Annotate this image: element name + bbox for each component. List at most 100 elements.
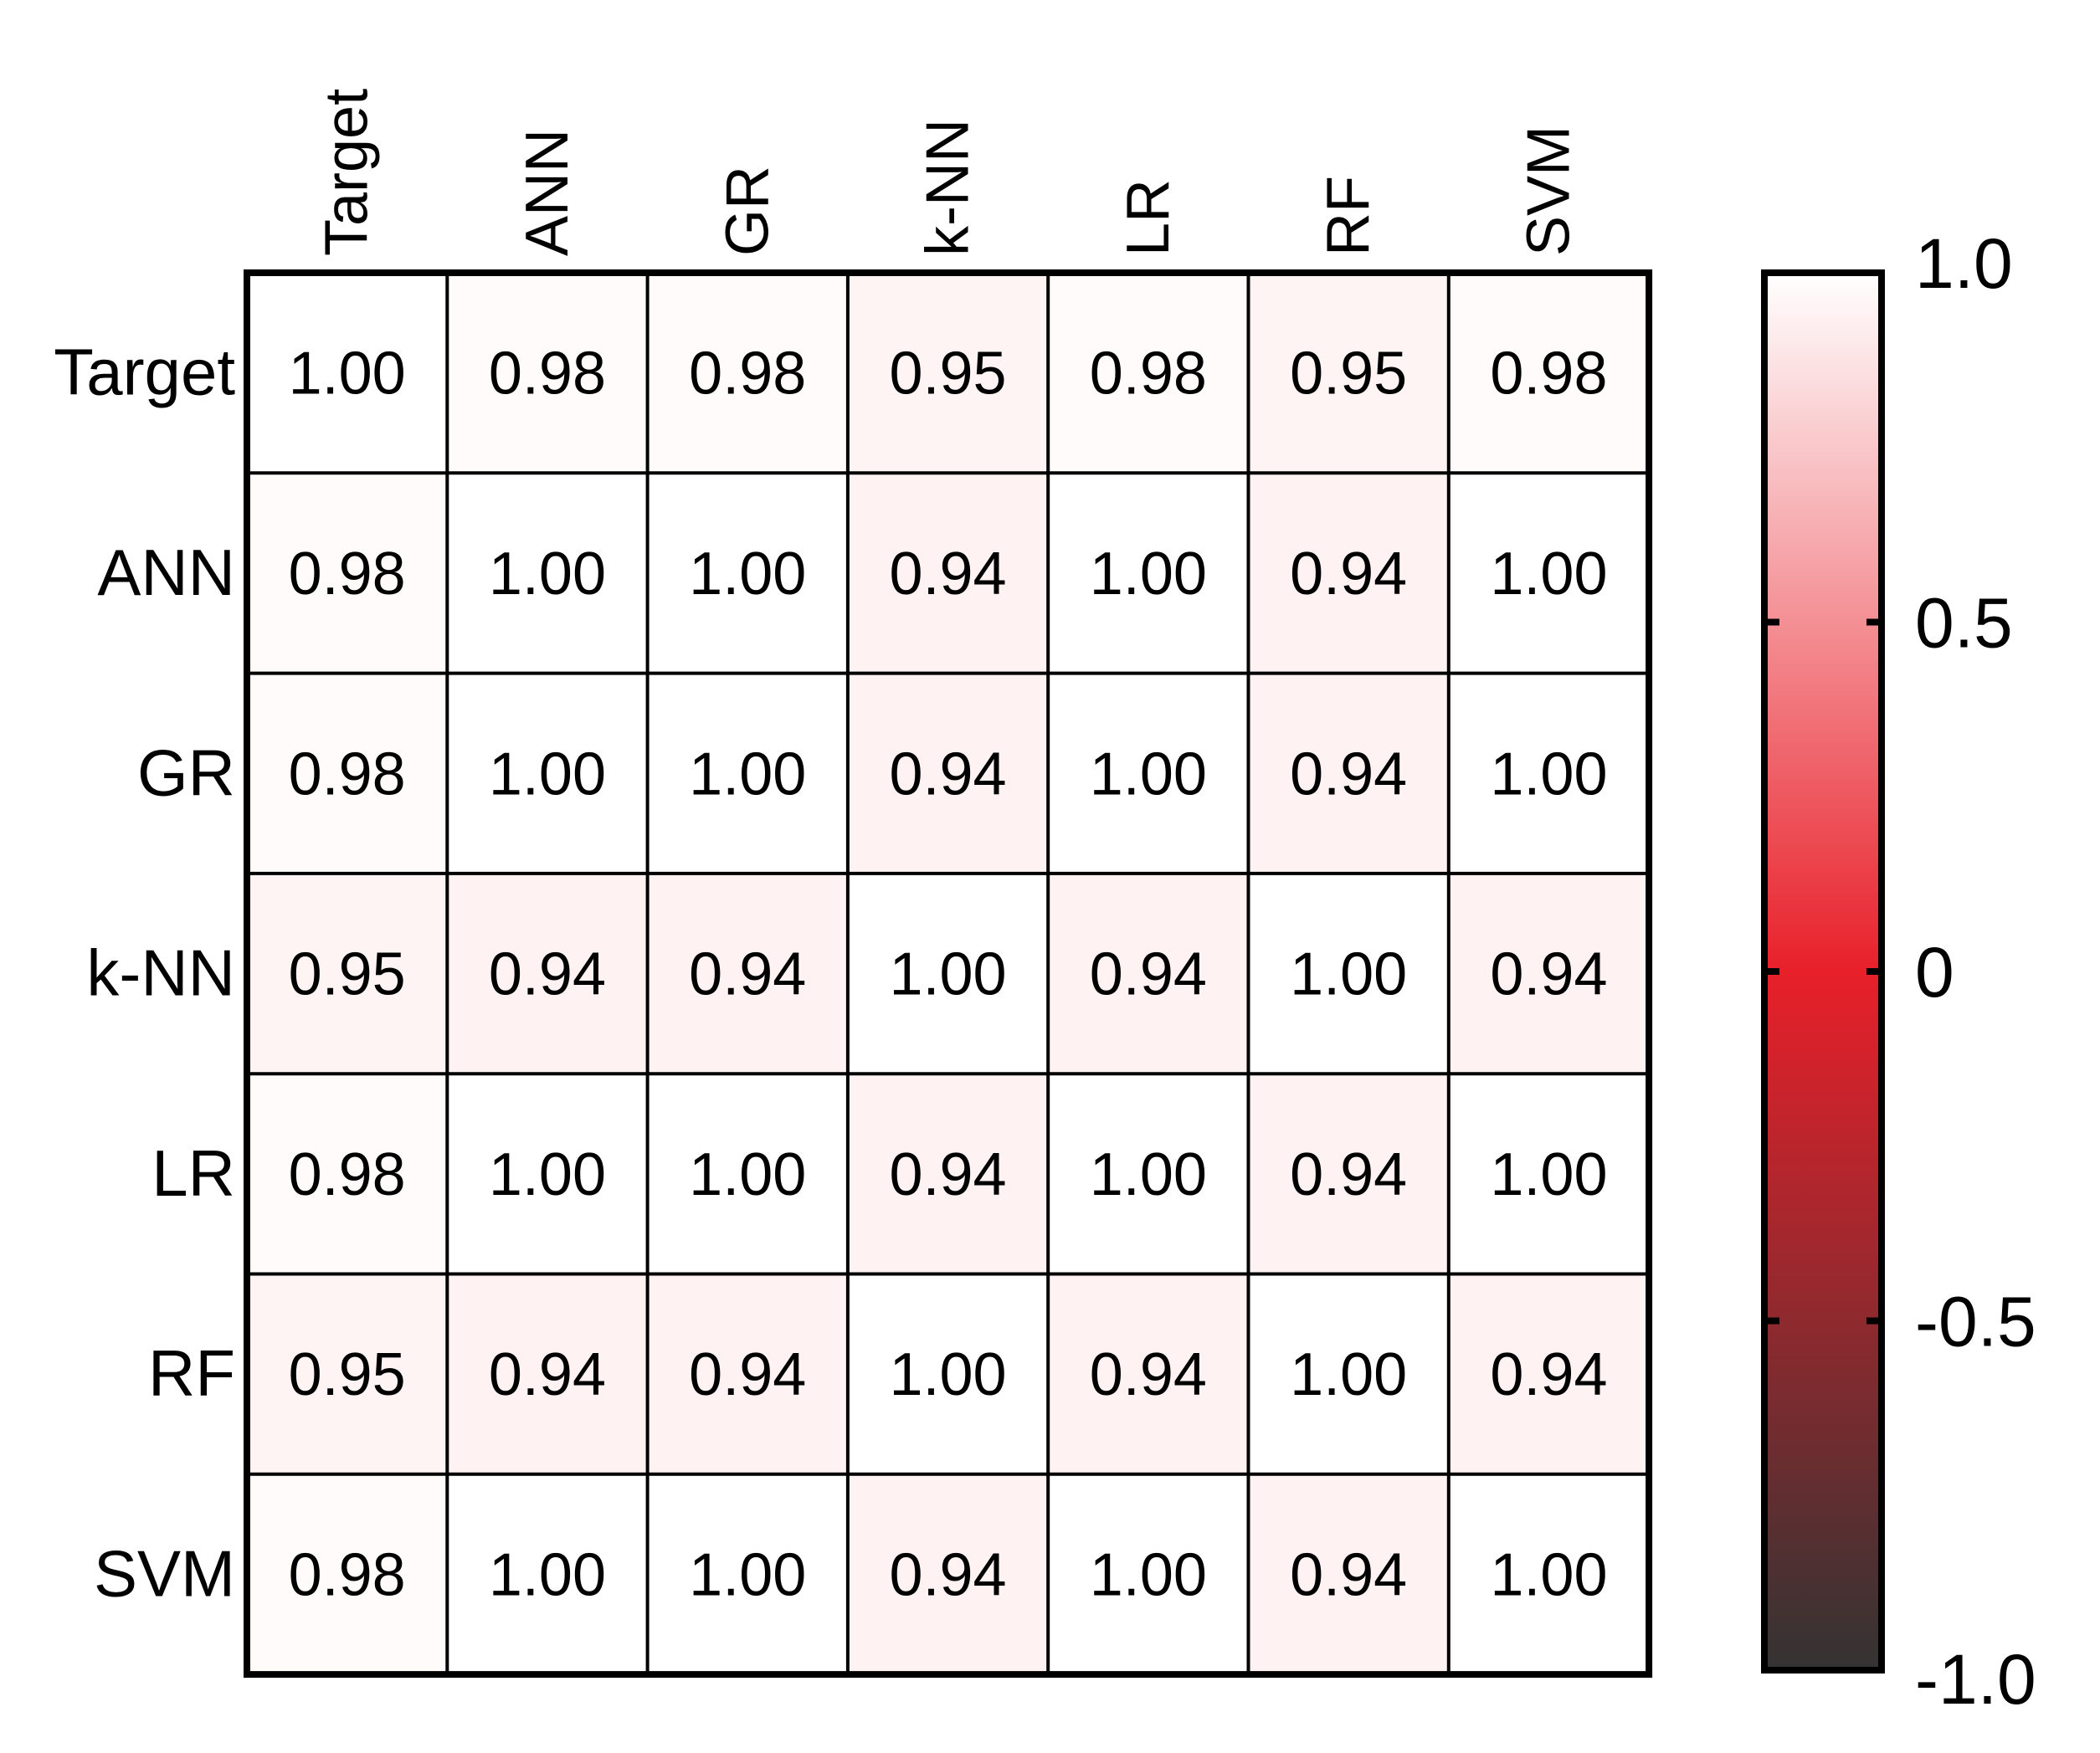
cell-value-label: 0.95	[889, 341, 1006, 407]
heatmap-cell-Target-SVM	[1448, 273, 1650, 474]
cell-value-label: 1.00	[889, 1341, 1006, 1408]
colorbar-tick-label: 1.0	[1915, 224, 2013, 303]
heatmap-cell-LR-LR	[1048, 1074, 1249, 1274]
cell-value-label: 1.00	[689, 541, 806, 607]
heatmap-cell-GR-k-NN	[847, 673, 1049, 874]
y-axis-label-ANN: ANN	[97, 536, 235, 609]
cell-value-label: 1.00	[1090, 1541, 1207, 1608]
colorbar-tick-label: 0	[1915, 933, 1954, 1012]
y-axis-label-SVM: SVM	[94, 1536, 235, 1610]
cell-value-label: 1.00	[1290, 1341, 1407, 1408]
cell-value-label: 0.98	[1090, 341, 1207, 407]
cell-value-label: 0.94	[1090, 941, 1207, 1008]
cell-value-label: 0.95	[1290, 341, 1407, 407]
x-axis-label-Target: Target	[314, 89, 381, 256]
heatmap-cell-k-NN-GR	[647, 873, 848, 1074]
cell-value-label: 0.95	[289, 941, 406, 1008]
heatmap-cell-ANN-SVM	[1448, 473, 1650, 674]
cell-value-label: 0.94	[1490, 941, 1607, 1008]
heatmap-cell-k-NN-LR	[1048, 873, 1249, 1074]
cell-value-label: 0.98	[289, 1141, 406, 1208]
heatmap-cell-ANN-LR	[1048, 473, 1249, 674]
cell-value-label: 0.94	[889, 1541, 1006, 1608]
heatmap-cell-RF-SVM	[1448, 1274, 1650, 1474]
x-axis-labels: Target ANN GR k-NN LR RF SVM	[314, 89, 1583, 256]
heatmap-cell-Target-RF	[1248, 273, 1449, 474]
cell-value-label: 1.00	[1090, 741, 1207, 807]
cell-value-label: 0.94	[689, 1341, 806, 1408]
heatmap-cell-SVM-RF	[1248, 1474, 1449, 1675]
cell-value-label: 1.00	[1490, 1141, 1607, 1208]
cell-value-label: 0.98	[689, 341, 806, 407]
heatmap-cell-Target-GR	[647, 273, 848, 474]
heatmap-cell-k-NN-SVM	[1448, 873, 1650, 1074]
heatmap-cell-RF-ANN	[447, 1274, 648, 1474]
cell-value-label: 0.94	[489, 1341, 606, 1408]
cell-value-label: 0.94	[1090, 1341, 1207, 1408]
cell-value-label: 0.98	[1490, 341, 1607, 407]
heatmap-cell-ANN-GR	[647, 473, 848, 674]
cell-value-label: 0.95	[289, 1341, 406, 1408]
cell-value-label: 0.94	[489, 941, 606, 1008]
x-axis-label-SVM: SVM	[1515, 126, 1582, 256]
heatmap-cell-RF-Target	[247, 1274, 448, 1474]
x-axis-label-k-NN: k-NN	[915, 119, 982, 256]
heatmap-cell-RF-RF	[1248, 1274, 1449, 1474]
cell-value-label: 0.94	[889, 1141, 1006, 1208]
cell-value-label: 1.00	[489, 1541, 606, 1608]
heatmap-cells	[247, 273, 1650, 1675]
heatmap-cell-ANN-k-NN	[847, 473, 1049, 674]
heatmap-cell-GR-SVM	[1448, 673, 1650, 874]
y-axis-label-Target: Target	[54, 336, 235, 409]
cell-value-label: 0.94	[1290, 541, 1407, 607]
cell-value-label: 0.94	[1290, 741, 1407, 807]
heatmap-cell-LR-Target	[247, 1074, 448, 1274]
heatmap-cell-SVM-LR	[1048, 1474, 1249, 1675]
y-axis-label-LR: LR	[151, 1136, 235, 1210]
heatmap-cell-GR-ANN	[447, 673, 648, 874]
heatmap-cell-Target-LR	[1048, 273, 1249, 474]
heatmap-cell-LR-RF	[1248, 1074, 1449, 1274]
heatmap-cell-GR-Target	[247, 673, 448, 874]
cell-value-label: 1.00	[489, 541, 606, 607]
colorbar-gradient	[1764, 273, 1882, 1670]
heatmap-cell-LR-ANN	[447, 1074, 648, 1274]
y-axis-labels: Target ANN GR k-NN LR RF SVM	[54, 336, 235, 1611]
cell-value-label: 0.94	[1290, 1141, 1407, 1208]
heatmap-cell-k-NN-RF	[1248, 873, 1449, 1074]
heatmap-cell-Target-Target	[247, 273, 448, 474]
heatmap-cell-GR-LR	[1048, 673, 1249, 874]
heatmap-cell-GR-GR	[647, 673, 848, 874]
cell-value-label: 0.98	[289, 541, 406, 607]
heatmap-cell-ANN-ANN	[447, 473, 648, 674]
cell-value-label: 1.00	[1090, 1141, 1207, 1208]
heatmap-cell-k-NN-ANN	[447, 873, 648, 1074]
heatmap-cell-ANN-RF	[1248, 473, 1449, 674]
cell-value-label: 1.00	[889, 941, 1006, 1008]
x-axis-label-LR: LR	[1115, 179, 1182, 256]
cell-value-label: 1.00	[1490, 1541, 1607, 1608]
heatmap-cell-LR-SVM	[1448, 1074, 1650, 1274]
y-axis-label-k-NN: k-NN	[86, 936, 235, 1010]
heatmap-cell-SVM-ANN	[447, 1474, 648, 1675]
x-axis-label-ANN: ANN	[514, 129, 581, 256]
cell-value-label: 0.98	[289, 741, 406, 807]
heatmap-grid	[244, 269, 1653, 1679]
heatmap-frame	[244, 269, 1653, 1679]
colorbar-tick-label: 0.5	[1915, 584, 2013, 663]
heatmap-cell-RF-LR	[1048, 1274, 1249, 1474]
colorbar-tick-label: -0.5	[1915, 1283, 2036, 1361]
colorbar: 1.0 0.5 0 -0.5 -1.0	[1761, 224, 2036, 1719]
heatmap-cell-SVM-GR	[647, 1474, 848, 1675]
cell-value-label: 1.00	[1090, 541, 1207, 607]
colorbar-tick-label: -1.0	[1915, 1640, 2036, 1719]
heatmap-cell-ANN-Target	[247, 473, 448, 674]
cell-value-label: 1.00	[689, 1141, 806, 1208]
y-axis-label-GR: GR	[137, 736, 235, 809]
cell-value-label: 0.94	[889, 541, 1006, 607]
cell-value-label: 1.00	[1290, 941, 1407, 1008]
cell-value-label: 0.94	[1490, 1341, 1607, 1408]
heatmap-cell-SVM-Target	[247, 1474, 448, 1675]
heatmap-cell-GR-RF	[1248, 673, 1449, 874]
